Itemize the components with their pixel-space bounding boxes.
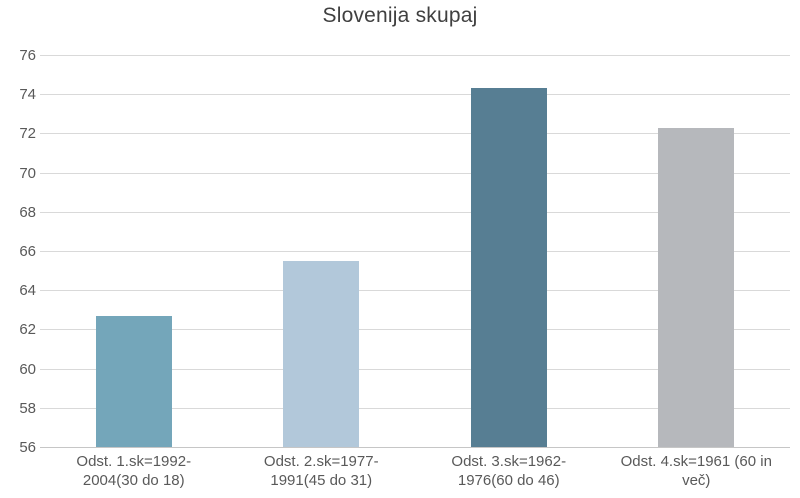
x-category-label: Odst. 2.sk=1977-1991(45 do 31) [228,452,416,490]
bar [283,260,360,447]
bar [470,88,547,447]
x-category-label: Odst. 1.sk=1992-2004(30 do 18) [40,452,228,490]
y-tick-label: 64 [19,282,36,300]
y-tick-label: 58 [19,399,36,417]
x-category-label: Odst. 4.sk=1961 (60 in več) [603,452,791,490]
gridline [40,290,790,292]
gridline [40,172,790,174]
gridline [40,211,790,213]
x-category-label-text: Odst. 1.sk=1992-2004(30 do 18) [76,453,192,489]
y-tick-label: 56 [19,439,36,456]
gridline [40,368,790,370]
y-tick-label: 66 [19,243,36,260]
gridline [40,133,790,135]
y-tick-label: 68 [19,203,36,221]
y-tick-label: 72 [19,125,36,143]
gridline [40,407,790,409]
y-tick-label: 74 [19,86,36,104]
x-category-label-text: Odst. 4.sk=1961 (60 in več) [620,453,772,489]
x-category-label-text: Odst. 2.sk=1977-1991(45 do 31) [263,453,379,489]
y-tick-label: 76 [19,47,36,64]
y-tick-label: 62 [19,321,36,339]
gridline [40,94,790,96]
x-category-label-text: Odst. 3.sk=1962-1976(60 do 46) [451,453,567,489]
plot-area [40,55,790,448]
x-axis-line [40,447,790,448]
y-tick-label: 60 [19,360,36,378]
x-category-label: Odst. 3.sk=1962-1976(60 do 46) [415,452,603,490]
bar [658,127,735,447]
bar [95,315,172,447]
gridline [40,55,790,56]
chart-title: Slovenija skupaj [322,4,478,27]
gridline [40,329,790,331]
y-tick-label: 70 [19,164,36,182]
gridline [40,251,790,252]
